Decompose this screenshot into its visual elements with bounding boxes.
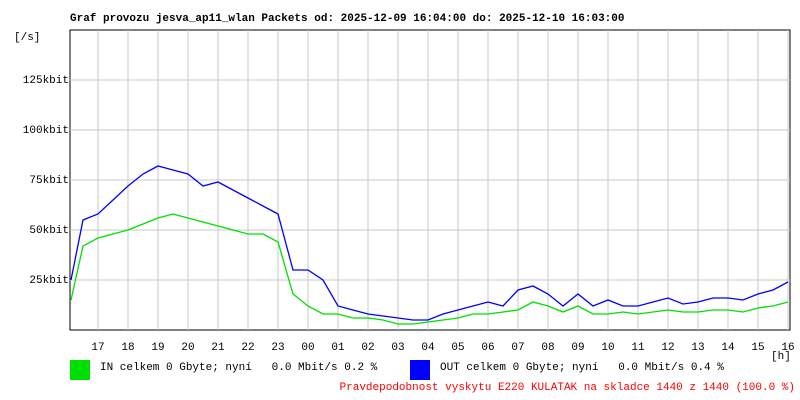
y-tick-label: 25kbit [29, 275, 69, 287]
y-tick-label: 50kbit [29, 225, 69, 237]
x-tick-label: 01 [331, 342, 345, 354]
legend-swatch [410, 360, 430, 380]
x-tick-label: 06 [481, 342, 494, 354]
series-line [70, 213, 789, 325]
x-tick-label: 10 [601, 342, 614, 354]
legend-label: OUT celkem 0 Gbyte; nyní 0.0 Mbit/s 0.4 … [440, 362, 724, 374]
x-tick-label: 00 [301, 342, 314, 354]
x-tick-label: 15 [751, 342, 764, 354]
x-tick-label: 13 [691, 342, 704, 354]
x-tick-label: 12 [661, 342, 674, 354]
x-tick-label: 07 [511, 342, 524, 354]
y-axis-label: [/s] [14, 32, 40, 44]
x-tick-label: 17 [91, 342, 104, 354]
grid [70, 30, 790, 330]
x-tick-label: 22 [241, 342, 254, 354]
x-tick-label: 19 [151, 342, 164, 354]
x-tick-label: 09 [571, 342, 584, 354]
series-line [70, 165, 789, 321]
legend-swatch [70, 360, 90, 380]
x-tick-label: 03 [391, 342, 404, 354]
y-tick-label: 75kbit [29, 175, 69, 187]
x-axis-label: [h] [771, 351, 791, 363]
lines [70, 165, 789, 325]
y-tick-label: 125kbit [23, 75, 69, 87]
x-tick-label: 11 [631, 342, 645, 354]
x-tick-label: 14 [721, 342, 735, 354]
x-tick-label: 04 [421, 342, 435, 354]
x-tick-label: 23 [271, 342, 284, 354]
footnote: Pravdepodobnost vyskytu E220 KULATAK na … [340, 382, 795, 394]
x-tick-label: 21 [211, 342, 225, 354]
x-tick-label: 05 [451, 342, 464, 354]
legend-label: IN celkem 0 Gbyte; nyní 0.0 Mbit/s 0.2 % [100, 362, 378, 374]
y-tick-label: 100kbit [23, 125, 69, 137]
x-tick-label: 18 [121, 342, 134, 354]
x-tick-label: 16 [781, 342, 794, 354]
x-tick-label: 20 [181, 342, 194, 354]
x-tick-label: 08 [541, 342, 554, 354]
x-tick-label: 02 [361, 342, 374, 354]
chart-title: Graf provozu jesva_ap11_wlan Packets od:… [70, 13, 625, 25]
